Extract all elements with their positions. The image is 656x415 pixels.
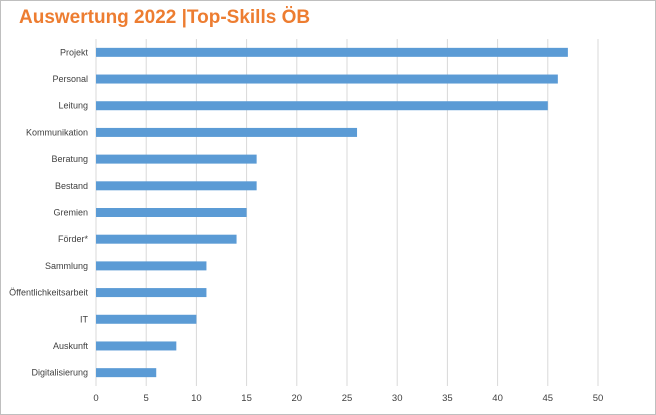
bar: [96, 181, 257, 191]
category-label: Gremien: [53, 208, 88, 218]
category-label: Personal: [52, 74, 88, 84]
x-tick-labels: 0 5 10 15 20 25 30 35 40 45 50: [93, 393, 603, 404]
bar: [96, 154, 257, 164]
bar: [96, 208, 247, 217]
chart-title: Auswertung 2022 |Top-Skills ÖB: [19, 7, 311, 28]
bar: [96, 47, 568, 57]
bar: [96, 234, 237, 244]
bar: [96, 101, 548, 111]
x-tick-label: 10: [191, 393, 202, 404]
x-tick-label: 5: [144, 393, 149, 404]
x-tick-label: 35: [442, 393, 453, 404]
category-label: Kommunikation: [26, 127, 88, 137]
category-label: IT: [80, 314, 89, 324]
bar: [96, 288, 207, 298]
category-label: Öffentlichkeitsarbeit: [9, 288, 88, 298]
category-label: Förder*: [58, 234, 89, 244]
category-label: Leitung: [58, 101, 88, 111]
bars: [96, 47, 568, 378]
category-labels: Projekt Personal Leitung Kommunikation Berat…: [9, 47, 88, 377]
gridlines: [95, 39, 599, 386]
x-tick-label: 20: [292, 393, 303, 404]
bar: [96, 127, 358, 137]
category-label: Auskunft: [53, 341, 89, 351]
bar: [96, 314, 197, 324]
bar: [96, 261, 207, 271]
bar: [96, 74, 558, 84]
x-tick-label: 15: [241, 393, 252, 404]
category-label: Bestand: [55, 181, 88, 191]
x-tick-label: 50: [593, 393, 604, 404]
x-tick-label: 30: [392, 393, 403, 404]
x-tick-label: 25: [342, 393, 353, 404]
x-tick-label: 0: [93, 393, 98, 404]
category-label: Projekt: [60, 47, 89, 57]
category-label: Sammlung: [45, 261, 88, 271]
bar: [96, 341, 177, 351]
category-label: Digitalisierung: [31, 368, 88, 378]
x-tick-label: 40: [492, 393, 503, 404]
bar: [96, 368, 157, 378]
category-label: Beratung: [51, 154, 88, 164]
x-tick-label: 45: [543, 393, 554, 404]
